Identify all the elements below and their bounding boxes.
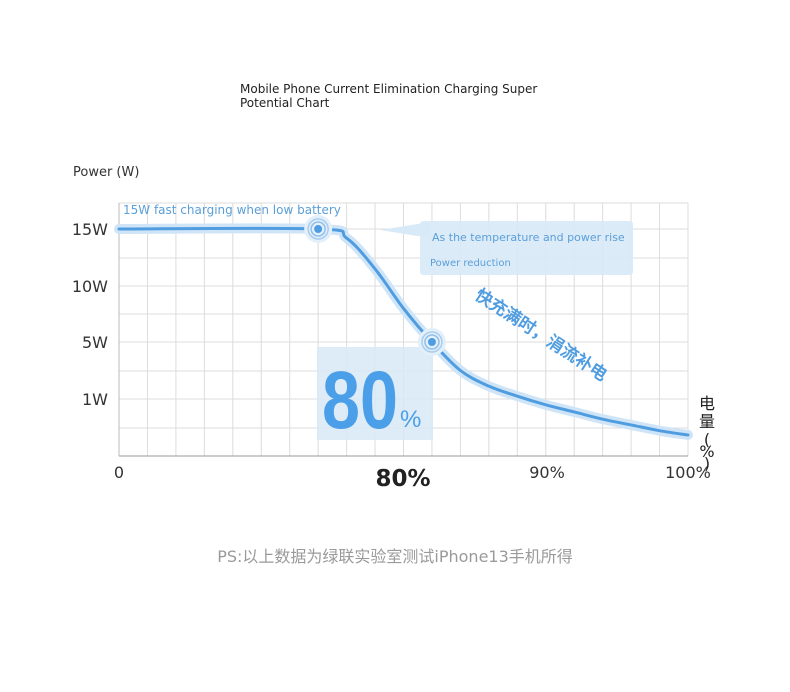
temp-annotation: As the temperature and power rise Power …: [380, 221, 633, 275]
x-tick-label: 100%: [665, 463, 711, 482]
x-tick-label: 80%: [375, 466, 430, 492]
marker-ring-inner: [424, 334, 440, 350]
y-tick-labels: 15W 10W 5W 1W: [72, 220, 108, 409]
x-axis-title-char: %: [699, 442, 714, 461]
markers: [304, 215, 446, 356]
low-battery-label: 15W fast charging when low battery: [123, 203, 341, 217]
marker-dot: [314, 225, 323, 233]
x-axis-title-char: 量: [699, 412, 715, 431]
x-axis-title-char: ): [704, 454, 710, 473]
power-reduction-label: Power reduction: [430, 258, 511, 269]
y-tick-label: 1W: [82, 390, 108, 409]
axes: [118, 203, 688, 457]
marker-dot: [427, 338, 436, 346]
footnote: PS:以上数据为绿联实验室测试iPhone13手机所得: [217, 547, 573, 566]
x-tick-label: 0: [114, 463, 124, 482]
y-tick-label: 5W: [82, 333, 108, 352]
y-axis-title: Power (W): [73, 165, 139, 180]
y-tick-label: 15W: [72, 220, 108, 239]
x-axis-title-char: 电: [699, 394, 715, 413]
big-value-text: 80: [322, 355, 398, 446]
x-axis-title-char: (: [704, 430, 710, 449]
x-tick-label: 90%: [529, 463, 565, 482]
marker-ring-inner: [310, 221, 326, 237]
temp-rise-label: As the temperature and power rise: [432, 231, 625, 244]
big-value-box: 80 %: [317, 347, 433, 446]
y-tick-label: 10W: [72, 277, 108, 296]
temp-annotation-pointer: [380, 222, 430, 238]
big-value-unit: %: [400, 406, 421, 433]
x-axis-title: 电量(%): [699, 394, 715, 473]
chart-title: Mobile Phone Current Elimination Chargin…: [240, 82, 538, 110]
marker-ring-outer: [421, 331, 443, 353]
slogan-label: 快充满时，涓流补电: [471, 285, 611, 386]
temp-annotation-box: [420, 221, 633, 275]
marker-ring-outer: [307, 218, 329, 240]
big-value-box-bg: [317, 347, 433, 440]
series-line: [117, 226, 690, 437]
x-tick-labels: 0 80% 90% 100%: [114, 463, 711, 492]
